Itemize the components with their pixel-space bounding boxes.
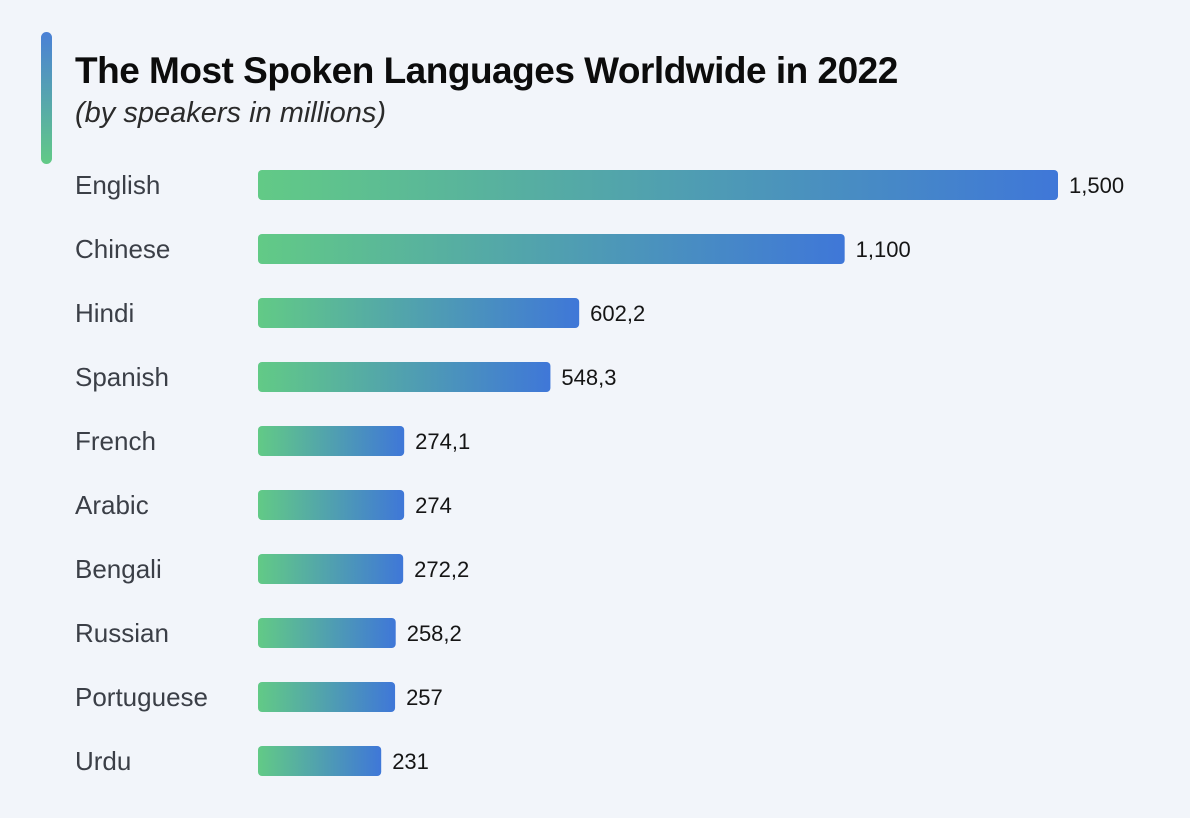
title-accent-bar bbox=[41, 32, 52, 164]
value-label-bengali: 272,2 bbox=[414, 557, 469, 582]
bar-chinese bbox=[258, 234, 845, 264]
category-label-hindi: Hindi bbox=[75, 298, 134, 328]
bar-french bbox=[258, 426, 405, 456]
value-label-urdu: 231 bbox=[392, 749, 429, 774]
chart-subtitle: (by speakers in millions) bbox=[75, 97, 387, 129]
category-label-french: French bbox=[75, 426, 156, 456]
category-label-urdu: Urdu bbox=[75, 746, 131, 776]
category-label-chinese: Chinese bbox=[75, 234, 170, 264]
bar-hindi bbox=[258, 298, 580, 328]
bar-arabic bbox=[258, 490, 405, 520]
value-label-portuguese: 257 bbox=[406, 685, 443, 710]
bar-english bbox=[258, 170, 1058, 200]
category-label-portuguese: Portuguese bbox=[75, 682, 208, 712]
value-label-russian: 258,2 bbox=[407, 621, 462, 646]
bar-urdu bbox=[258, 746, 382, 776]
value-label-chinese: 1,100 bbox=[856, 237, 911, 262]
category-label-russian: Russian bbox=[75, 618, 169, 648]
value-label-english: 1,500 bbox=[1069, 173, 1124, 198]
bar-bengali bbox=[258, 554, 404, 584]
value-label-spanish: 548,3 bbox=[561, 365, 616, 390]
bar-portuguese bbox=[258, 682, 396, 712]
value-label-arabic: 274 bbox=[415, 493, 452, 518]
bar-spanish bbox=[258, 362, 551, 392]
category-label-spanish: Spanish bbox=[75, 362, 169, 392]
category-label-arabic: Arabic bbox=[75, 490, 149, 520]
value-label-french: 274,1 bbox=[415, 429, 470, 454]
category-label-bengali: Bengali bbox=[75, 554, 162, 584]
bar-russian bbox=[258, 618, 396, 648]
chart-title: The Most Spoken Languages Worldwide in 2… bbox=[75, 50, 898, 91]
bars-group: English 1,500 Chinese 1,100 Hindi 602,2 Spanis… bbox=[75, 170, 1124, 776]
value-label-hindi: 602,2 bbox=[590, 301, 645, 326]
category-label-english: English bbox=[75, 170, 160, 200]
